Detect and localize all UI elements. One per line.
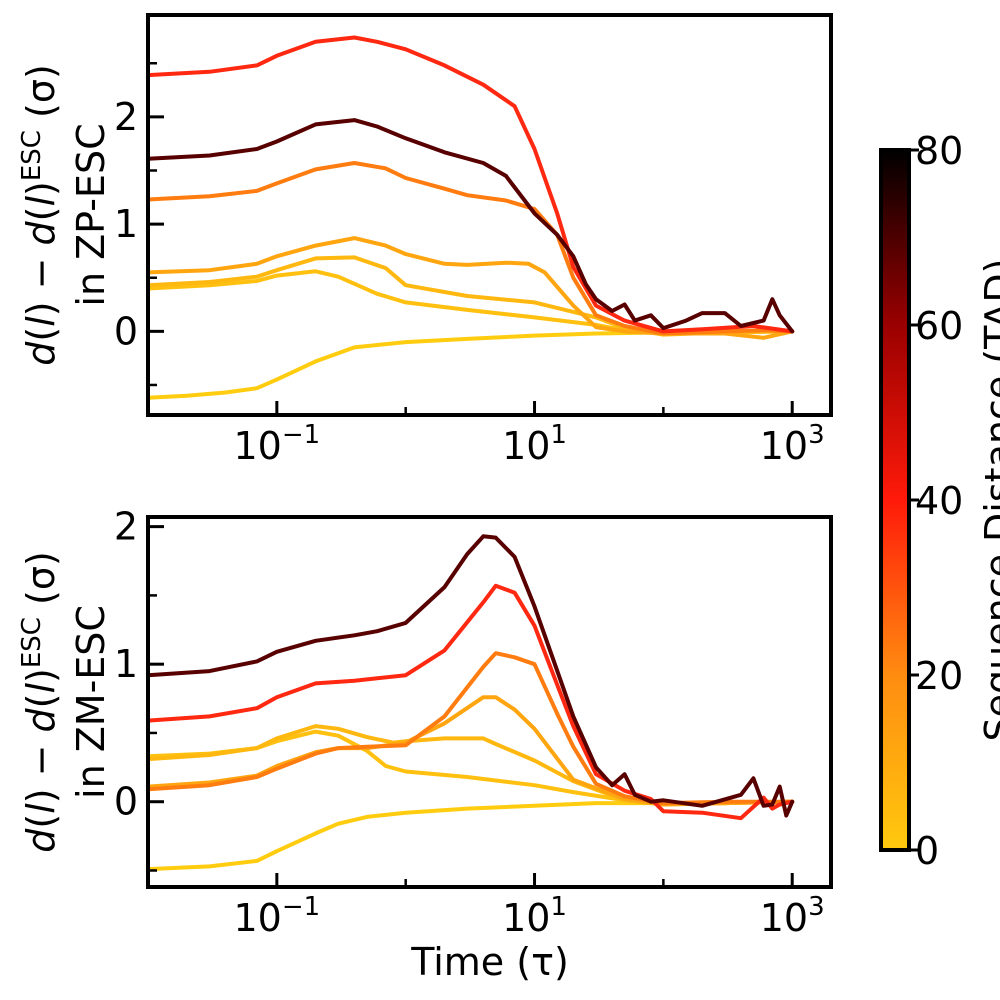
bottom-ytick-label: 0 bbox=[114, 780, 138, 824]
colorbar-tick-label: 40 bbox=[915, 479, 963, 523]
bottom-ylabel-line2: in ZM-ESC bbox=[69, 605, 113, 799]
top-series-line-6 bbox=[146, 118, 795, 334]
top-series-line-3 bbox=[146, 236, 795, 340]
top-xtick-label: 10−1 bbox=[233, 420, 320, 468]
bottom-ylabel-line1: d(l) − d(l)ESC (σ) bbox=[17, 551, 63, 853]
top-series-line-4 bbox=[146, 161, 795, 336]
top-ytick-label: 1 bbox=[114, 202, 138, 246]
top-xtick-label: 103 bbox=[760, 420, 825, 468]
colorbar-tick-label: 20 bbox=[915, 654, 963, 698]
bottom-tick-group: 10−1 101 103 0 1 2 bbox=[114, 505, 825, 940]
top-ytick-label: 2 bbox=[114, 95, 138, 139]
top-tick-group: 10−1 101 103 0 1 2 bbox=[114, 62, 825, 468]
bottom-series-group bbox=[146, 534, 795, 872]
colorbar-label: Sequence Distance (TAD) bbox=[977, 259, 1000, 742]
bottom-xtick-label: 101 bbox=[502, 892, 567, 940]
bottom-xtick-label: 10−1 bbox=[233, 892, 320, 940]
bottom-plot-frame bbox=[146, 515, 833, 889]
top-series-line-1 bbox=[146, 269, 795, 335]
bottom-ytick-label: 2 bbox=[114, 505, 138, 549]
bottom-panel: 10−1 101 103 0 1 2 d(l) − d(l)ESC (σ) in ZM-E… bbox=[17, 505, 833, 984]
bottom-xlabel: Time (τ) bbox=[410, 940, 569, 984]
bottom-series-line-4 bbox=[146, 651, 795, 806]
colorbar-tick-label: 80 bbox=[915, 129, 963, 173]
colorbar-tick-label: 60 bbox=[915, 304, 963, 348]
colorbar-tick-group: 0 20 40 60 80 bbox=[909, 129, 963, 873]
top-ytick-label: 0 bbox=[114, 309, 138, 353]
colorbar-tick-label: 0 bbox=[915, 829, 939, 873]
top-series-line-5 bbox=[146, 35, 795, 334]
top-xtick-label: 101 bbox=[502, 420, 567, 468]
colorbar-gradient bbox=[881, 150, 909, 850]
bottom-series-line-5 bbox=[146, 583, 795, 821]
bottom-series-line-2 bbox=[146, 724, 795, 807]
colorbar: 0 20 40 60 80 Sequence Distance (TAD) bbox=[879, 129, 1000, 873]
bottom-series-line-1 bbox=[146, 729, 795, 806]
bottom-series-line-6 bbox=[146, 534, 795, 818]
bottom-series-line-3 bbox=[146, 695, 795, 807]
bottom-xtick-label: 103 bbox=[760, 892, 825, 940]
top-ylabel-line2: in ZP-ESC bbox=[69, 123, 113, 306]
bottom-ytick-label: 1 bbox=[114, 642, 138, 686]
top-series-group bbox=[146, 35, 795, 400]
top-series-line-0 bbox=[146, 329, 795, 400]
top-plot-frame bbox=[146, 13, 833, 417]
top-ylabel-line1: d(l) − d(l)ESC (σ) bbox=[17, 64, 63, 366]
top-panel: 10−1 101 103 0 1 2 d(l) − d(l)ESC (σ) in ZP-E… bbox=[17, 13, 833, 468]
top-series-line-2 bbox=[146, 255, 795, 337]
